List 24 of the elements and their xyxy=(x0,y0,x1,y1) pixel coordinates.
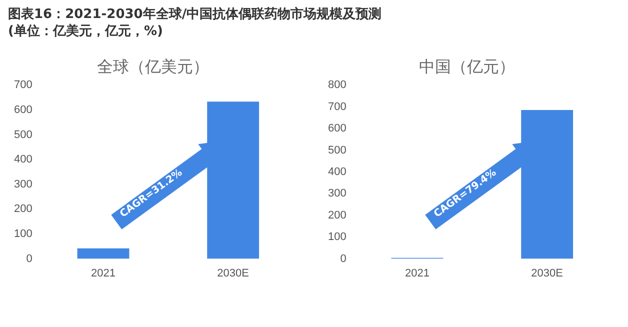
y-tick-label: 500 xyxy=(328,144,346,156)
y-tick-label: 200 xyxy=(328,209,346,222)
y-tick-label: 600 xyxy=(14,104,32,116)
y-tick-label: 200 xyxy=(14,203,32,216)
y-tick-label: 300 xyxy=(328,188,346,200)
y-tick-label: 700 xyxy=(328,100,346,113)
y-tick-label: 500 xyxy=(14,128,32,141)
x-tick-label: 2030E xyxy=(217,267,249,280)
chart-title: 全球（亿美元） xyxy=(97,56,209,76)
y-tick-label: 0 xyxy=(340,252,346,265)
y-tick-label: 100 xyxy=(14,228,32,240)
y-tick-label: 800 xyxy=(328,79,346,92)
y-tick-label: 300 xyxy=(14,178,32,190)
y-tick-label: 600 xyxy=(328,122,346,135)
x-tick-label: 2021 xyxy=(91,267,116,280)
x-tick-label: 2021 xyxy=(405,267,430,280)
text: 图表16：2021-2030年全球/中国抗体偶联药物市场规模及预测(单位：亿美元，亿元，%) xyxy=(8,6,383,40)
y-tick-label: 400 xyxy=(328,166,346,178)
y-tick-label: 700 xyxy=(14,79,32,92)
y-tick-label: 0 xyxy=(26,252,32,265)
x-tick-label: 2030E xyxy=(531,267,563,280)
chart-title: 中国（亿元） xyxy=(419,56,515,76)
y-tick-label: 100 xyxy=(328,231,346,244)
y-tick-label: 400 xyxy=(14,154,32,166)
